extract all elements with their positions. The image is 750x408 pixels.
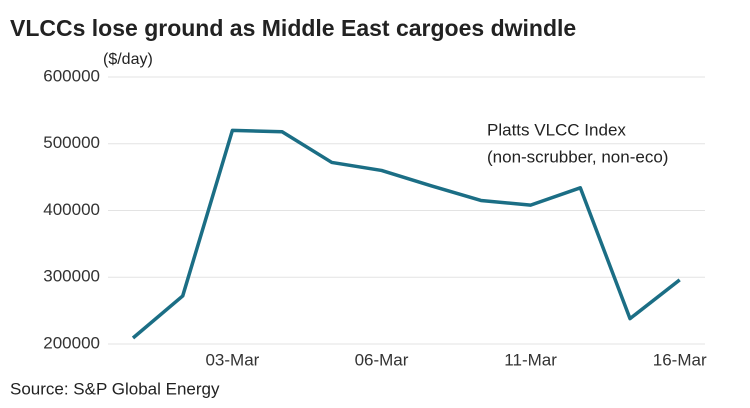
x-tick-label: 16-Mar bbox=[653, 350, 707, 369]
y-tick-label: 500000 bbox=[43, 133, 100, 152]
y-tick-label: 300000 bbox=[43, 267, 100, 286]
source: Source: S&P Global Energy bbox=[10, 379, 220, 398]
y-tick-label: 400000 bbox=[43, 200, 100, 219]
chart-title: VLCCs lose ground as Middle East cargoes… bbox=[10, 15, 576, 41]
line bbox=[131, 128, 681, 340]
x-tick-label: 03-Mar bbox=[205, 350, 259, 369]
annotation: Platts VLCC Index bbox=[487, 120, 626, 139]
x-tick-label: 11-Mar bbox=[504, 350, 557, 369]
annotation: (non-scrubber, non-eco) bbox=[487, 147, 668, 166]
y-tick-label: 200000 bbox=[43, 333, 100, 352]
y-tick-label: 600000 bbox=[43, 66, 100, 85]
x-tick-label: 06-Mar bbox=[355, 350, 409, 369]
y-unit: ($/day) bbox=[103, 51, 153, 68]
